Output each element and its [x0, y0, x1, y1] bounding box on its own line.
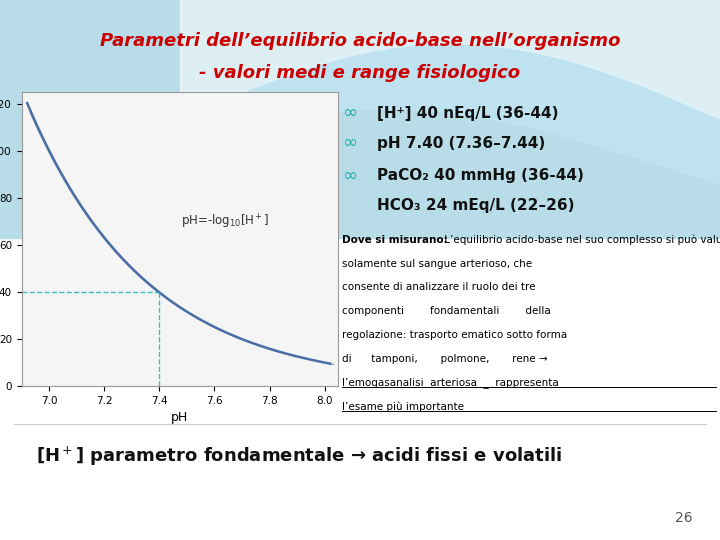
Text: HCO₃ 24 mEq/L (22–26): HCO₃ 24 mEq/L (22–26)	[377, 198, 574, 213]
Text: [H⁺] 40 nEq/L (36-44): [H⁺] 40 nEq/L (36-44)	[377, 106, 558, 121]
Text: pH=-log$_{10}$[H$^+$]: pH=-log$_{10}$[H$^+$]	[181, 213, 270, 232]
Text: l’esame più importante: l’esame più importante	[342, 401, 464, 411]
Bar	[0, 0, 720, 238]
Text: consente di analizzare il ruolo dei tre: consente di analizzare il ruolo dei tre	[342, 282, 536, 293]
Text: solamente sul sangue arterioso, che: solamente sul sangue arterioso, che	[342, 259, 532, 269]
Text: Dove si misurano:: Dove si misurano:	[342, 235, 448, 245]
Text: Parametri dell’equilibrio acido-base nell’organismo: Parametri dell’equilibrio acido-base nel…	[100, 31, 620, 50]
Text: regolazione: trasporto ematico sotto forma: regolazione: trasporto ematico sotto for…	[342, 330, 567, 340]
Text: [H$^+$] parametro fondamentale → acidi fissi e volatili: [H$^+$] parametro fondamentale → acidi f…	[36, 444, 562, 468]
Text: di      tamponi,       polmone,       rene →: di tamponi, polmone, rene →	[342, 354, 548, 364]
Text: 26: 26	[675, 511, 693, 525]
Text: l’emogasanalisi  arteriosa  _  rappresenta: l’emogasanalisi arteriosa _ rappresenta	[342, 377, 559, 388]
Text: L’equilibrio acido-base nel suo complesso si può valutare: L’equilibrio acido-base nel suo compless…	[441, 235, 720, 245]
Text: componenti        fondamentali        della: componenti fondamentali della	[342, 306, 551, 316]
Text: ∞: ∞	[342, 104, 357, 123]
Text: ∞: ∞	[342, 166, 357, 185]
X-axis label: pH: pH	[171, 411, 189, 424]
Text: ∞: ∞	[342, 134, 357, 152]
Text: - valori medi e range fisiologico: - valori medi e range fisiologico	[199, 64, 521, 82]
Text: pH 7.40 (7.36–7.44): pH 7.40 (7.36–7.44)	[377, 136, 545, 151]
Text: PaCO₂ 40 mmHg (36-44): PaCO₂ 40 mmHg (36-44)	[377, 168, 583, 183]
